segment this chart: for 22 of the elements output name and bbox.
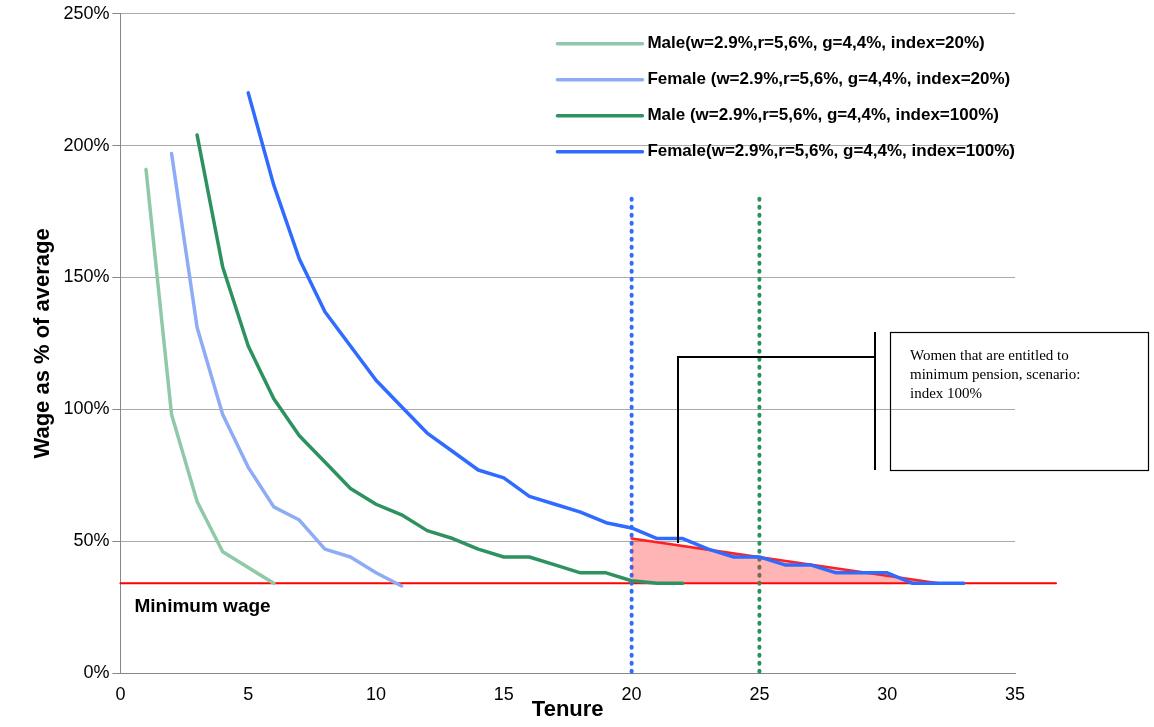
y-tick-label: 0% <box>83 661 110 682</box>
legend-label: Female(w=2.9%,r=5,6%, g=4,4%, index=100%) <box>647 141 1016 161</box>
x-tick-label: 20 <box>621 683 642 704</box>
legend-label: Male(w=2.9%,r=5,6%, g=4,4%, index=20%) <box>647 33 985 53</box>
x-tick-label: 0 <box>115 683 126 704</box>
ref-line-label: Minimum wage <box>134 595 271 617</box>
y-tick-label: 250% <box>63 2 110 23</box>
annotation: Women that are entitled to minimum pension, scenario: index 100% <box>910 346 1082 403</box>
y-axis-title: Wage as % of average <box>29 228 55 459</box>
legend-label: Female (w=2.9%,r=5,6%, g=4,4%, index=20%) <box>647 69 1011 89</box>
y-tick-label: 50% <box>73 530 110 551</box>
x-tick-label: 35 <box>1004 683 1026 704</box>
x-tick-label: 30 <box>877 683 898 704</box>
y-tick-label: 200% <box>63 134 110 155</box>
x-tick-label: 10 <box>366 683 387 704</box>
y-tick-label: 150% <box>63 266 110 287</box>
x-tick-label: 25 <box>749 683 770 704</box>
y-tick-label: 100% <box>63 398 110 419</box>
x-tick-label: 5 <box>243 683 254 704</box>
legend-label: Male (w=2.9%,r=5,6%, g=4,4%, index=100%) <box>647 105 999 125</box>
x-axis-title: Tenure <box>531 695 604 721</box>
x-tick-label: 15 <box>493 683 514 704</box>
